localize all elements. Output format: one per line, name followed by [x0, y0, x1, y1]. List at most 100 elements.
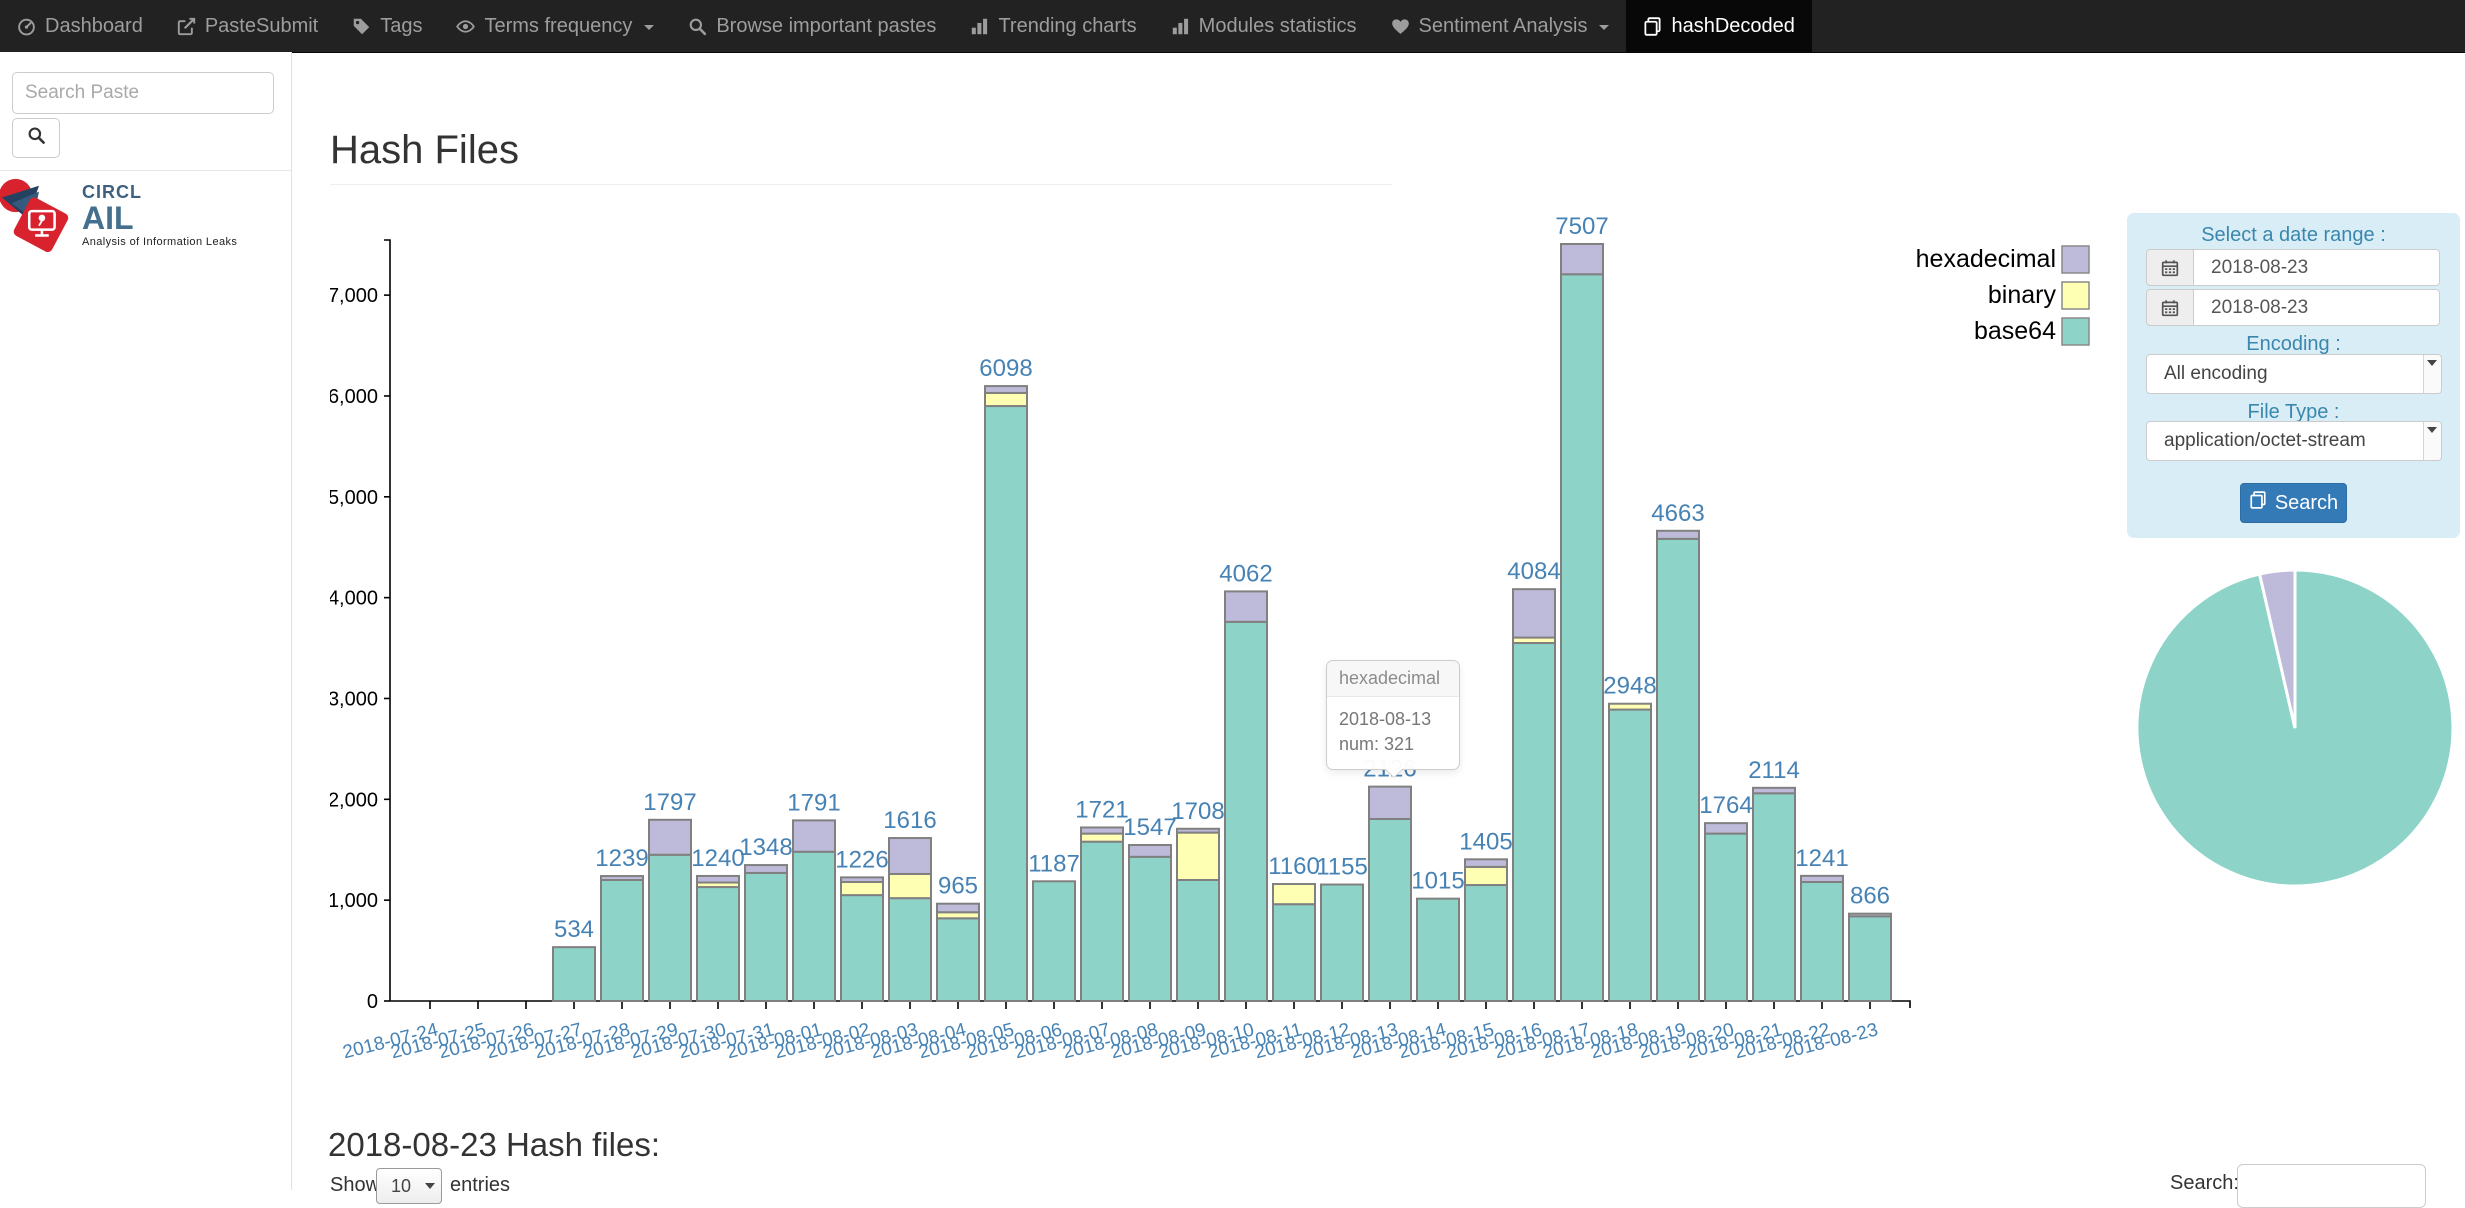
nav-item-sentiment-analysis[interactable]: Sentiment Analysis: [1374, 0, 1627, 52]
hash-files-bar-chart: 0 1,000 2,000 3,000 4,000 5,000 6,000 7,000 2018…: [330, 213, 2090, 1063]
bar-total-label: 7507: [1555, 213, 1608, 240]
nav-item-tags[interactable]: Tags: [335, 0, 439, 52]
bar-segment-base64[interactable]: [1272, 903, 1316, 1002]
table-search-label: Search:: [2170, 1172, 2239, 1194]
nav-item-pastesubmit[interactable]: PasteSubmit: [160, 0, 335, 52]
nav-item-trending-charts[interactable]: Trending charts: [953, 0, 1153, 52]
bar-segment-base64[interactable]: [1416, 897, 1460, 1002]
bar-segment-base64[interactable]: [840, 894, 884, 1003]
bar-segment-base64[interactable]: [648, 853, 692, 1002]
pie-slice-hexadecimal[interactable]: [2257, 568, 2297, 729]
bar-segment-hexadecimal[interactable]: [600, 875, 644, 881]
tag-icon: [352, 17, 371, 36]
bar-segment-binary[interactable]: [840, 881, 884, 897]
bar-segment-base64[interactable]: [1608, 708, 1652, 1002]
nav-item-label: Trending charts: [998, 14, 1137, 37]
bar-segment-base64[interactable]: [1320, 883, 1364, 1002]
bar-segment-hexadecimal[interactable]: [1080, 826, 1124, 835]
bar-segment-hexadecimal[interactable]: [1512, 588, 1556, 639]
bar-segment-binary[interactable]: [1608, 702, 1652, 711]
bar-segment-base64[interactable]: [1224, 620, 1268, 1002]
bar-segment-binary[interactable]: [1464, 865, 1508, 887]
bar-segment-base64[interactable]: [1176, 878, 1220, 1002]
filter-search-button[interactable]: Search: [2240, 483, 2347, 523]
bar-segment-base64[interactable]: [1128, 855, 1172, 1002]
bar-segment-base64[interactable]: [792, 850, 836, 1002]
dashboard-icon: [17, 17, 36, 36]
bar-segment-hexadecimal[interactable]: [1464, 858, 1508, 868]
bar-segment-base64[interactable]: [1368, 817, 1412, 1003]
bar-total-label: 6098: [979, 355, 1032, 382]
bar-segment-base64[interactable]: [1512, 642, 1556, 1002]
bar-segment-base64[interactable]: [552, 946, 596, 1002]
nav-item-terms-frequency[interactable]: Terms frequency: [439, 0, 671, 52]
bar-segment-base64[interactable]: [888, 897, 932, 1002]
bar-segment-hexadecimal[interactable]: [1752, 786, 1796, 795]
caret-down-icon: [644, 25, 655, 30]
bar-segment-base64[interactable]: [744, 871, 788, 1003]
encoding-select-value: All encoding: [2164, 363, 2268, 384]
bar-segment-binary[interactable]: [1176, 831, 1220, 881]
bar-segment-base64[interactable]: [1848, 915, 1892, 1002]
search-paste-button[interactable]: [12, 118, 60, 158]
bar-segment-hexadecimal[interactable]: [888, 837, 932, 875]
bar-segment-binary[interactable]: [984, 391, 1028, 408]
bar-segment-hexadecimal[interactable]: [840, 876, 884, 884]
bar-segment-base64[interactable]: [1080, 840, 1124, 1002]
bar-segment-base64[interactable]: [1752, 792, 1796, 1003]
bar-total-label: 1015: [1411, 868, 1464, 895]
bar-total-label: 1764: [1699, 792, 1752, 819]
bar-segment-base64[interactable]: [1032, 880, 1076, 1002]
bar-segment-hexadecimal[interactable]: [984, 385, 1028, 394]
nav-item-dashboard[interactable]: Dashboard: [0, 0, 160, 52]
encoding-select[interactable]: All encoding: [2146, 354, 2442, 394]
bar-segment-hexadecimal[interactable]: [1176, 827, 1220, 834]
bar-segment-binary[interactable]: [1080, 832, 1124, 843]
bar-segment-base64[interactable]: [1704, 832, 1748, 1002]
tooltip-date: 2018-08-13: [1339, 709, 1432, 729]
bar-segment-base64[interactable]: [1464, 884, 1508, 1003]
bar-segment-base64[interactable]: [696, 886, 740, 1003]
bar-segment-binary[interactable]: [888, 872, 932, 900]
ail-logo-icon: [0, 174, 78, 261]
bar-segment-hexadecimal[interactable]: [1224, 590, 1268, 623]
bar-segment-base64[interactable]: [1560, 273, 1604, 1002]
y-tick-label: 0: [367, 991, 378, 1013]
bar-segment-base64[interactable]: [1656, 537, 1700, 1002]
file-type-select[interactable]: application/octet-stream: [2146, 421, 2442, 461]
legend-swatch-binary: [2061, 281, 2090, 310]
bar-segment-binary[interactable]: [1272, 883, 1316, 906]
bar-segment-hexadecimal[interactable]: [1368, 785, 1412, 820]
file-type-label: File Type :: [2247, 401, 2340, 423]
bar-segment-hexadecimal[interactable]: [744, 864, 788, 874]
bar-segment-hexadecimal[interactable]: [1800, 874, 1844, 884]
bar-segment-hexadecimal[interactable]: [1560, 243, 1604, 276]
page-length-select[interactable]: 10: [376, 1168, 442, 1204]
legend-label-hexadecimal: hexadecimal: [1916, 245, 2056, 273]
bar-segment-hexadecimal[interactable]: [648, 818, 692, 856]
nav-item-hashdecoded[interactable]: hashDecoded: [1626, 0, 1812, 52]
nav-item-browse-important-pastes[interactable]: Browse important pastes: [671, 0, 953, 52]
date-from-input[interactable]: 2018-08-23: [2194, 249, 2440, 286]
date-range-panel: Select a date range : 2018-08-23 2018-08…: [2127, 213, 2460, 538]
bar-segment-hexadecimal[interactable]: [696, 874, 740, 884]
date-to-input[interactable]: 2018-08-23: [2194, 289, 2440, 326]
bar-segment-hexadecimal[interactable]: [936, 902, 980, 914]
bar-segment-base64[interactable]: [936, 917, 980, 1002]
search-paste-input[interactable]: [12, 72, 274, 114]
bar-segment-hexadecimal[interactable]: [1848, 912, 1892, 918]
bar-segment-hexadecimal[interactable]: [1656, 529, 1700, 540]
y-tick-label: 6,000: [330, 386, 378, 408]
bar-segment-hexadecimal[interactable]: [1128, 844, 1172, 858]
search-icon: [27, 126, 46, 150]
logo-brand-text: CIRCL: [82, 182, 142, 202]
bar-segment-hexadecimal[interactable]: [792, 819, 836, 853]
bar-segment-base64[interactable]: [1800, 881, 1844, 1002]
bar-segment-hexadecimal[interactable]: [1704, 822, 1748, 835]
tooltip-arrow: [1385, 768, 1403, 778]
caret-down-icon: [1599, 25, 1610, 30]
bar-segment-base64[interactable]: [600, 878, 644, 1002]
bar-segment-base64[interactable]: [984, 405, 1028, 1002]
table-search-input[interactable]: [2237, 1164, 2426, 1208]
nav-item-modules-statistics[interactable]: Modules statistics: [1154, 0, 1374, 52]
